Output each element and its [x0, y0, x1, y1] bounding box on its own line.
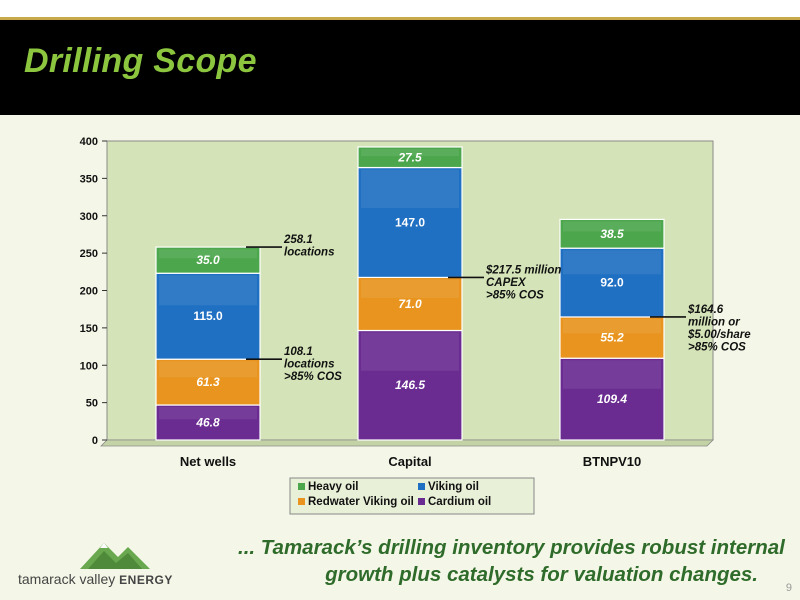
- bar-value-label: 61.3: [196, 375, 220, 389]
- legend-box: [289, 477, 535, 515]
- annotation-text: million or: [688, 316, 740, 328]
- bar-highlight: [361, 279, 459, 298]
- logo-text: tamarack valley ENERGY: [18, 571, 173, 587]
- annotation-text: $5.00/share: [687, 329, 751, 341]
- x-category-label: Net wells: [180, 454, 236, 469]
- legend-label: Redwater Viking oil: [308, 496, 414, 508]
- tagline-line-1: ... Tamarack’s drilling inventory provid…: [238, 536, 785, 559]
- bar-value-label: 115.0: [193, 309, 223, 323]
- plot-floor: [100, 439, 714, 447]
- tagline: ... Tamarack’s drilling inventory provid…: [238, 534, 785, 588]
- bar-segment: [357, 329, 463, 441]
- legend-label: Viking oil: [428, 481, 479, 493]
- bar-value-label: 146.5: [395, 378, 425, 392]
- y-tick-label: 150: [80, 323, 98, 335]
- bar-highlight: [361, 169, 459, 208]
- annotation-text: 258.1: [283, 234, 313, 246]
- tagline-line-2: growth plus catalysts for valuation chan…: [325, 563, 758, 586]
- y-tick-label: 400: [80, 136, 98, 148]
- y-tick-label: 0: [92, 435, 98, 447]
- bar-value-label: 92.0: [600, 276, 624, 290]
- bar-segment: [559, 316, 665, 359]
- header-bar: [0, 20, 800, 115]
- bar-value-label: 71.0: [398, 297, 422, 311]
- bar-segment: [559, 247, 665, 318]
- bar-value-label: 35.0: [196, 253, 220, 267]
- bar-segment: [155, 246, 261, 274]
- legend-swatch: [298, 483, 305, 490]
- bar-highlight: [159, 407, 257, 420]
- bar-segment: [357, 166, 463, 279]
- bar-highlight: [563, 221, 661, 232]
- annotation-text: 108.1: [284, 346, 313, 358]
- y-tick-label: 50: [86, 398, 98, 410]
- y-tick-label: 250: [80, 248, 98, 260]
- bar-highlight: [159, 249, 257, 259]
- bar-segment: [559, 218, 665, 249]
- bar-value-label: 27.5: [397, 150, 422, 164]
- legend-swatch: [298, 498, 305, 505]
- bar-highlight: [563, 360, 661, 389]
- y-tick-label: 200: [80, 286, 98, 298]
- bar-segment: [559, 357, 665, 441]
- annotation-text: CAPEX: [486, 277, 527, 289]
- page-number: 9: [785, 582, 792, 594]
- y-tick-label: 350: [80, 173, 98, 185]
- mountain-logo-icon: [80, 543, 150, 569]
- bar-value-label: 109.4: [597, 392, 627, 406]
- accent-line: [0, 17, 800, 20]
- annotation-text: $164.6: [687, 304, 724, 316]
- annotation-text: locations: [284, 359, 334, 371]
- bar-segment: [155, 358, 261, 406]
- annotation-text: $217.5 million: [485, 264, 561, 276]
- legend-label: Cardium oil: [428, 496, 491, 508]
- annotation-text: >85% COS: [486, 289, 544, 301]
- legend-label: Heavy oil: [308, 481, 359, 493]
- legend-swatch: [418, 498, 425, 505]
- x-category-label: Capital: [388, 454, 431, 469]
- bar-highlight: [563, 250, 661, 275]
- bar-value-label: 147.0: [395, 215, 425, 229]
- bar-value-label: 55.2: [600, 331, 624, 345]
- bar-segment: [155, 404, 261, 441]
- annotation-text: locations: [284, 247, 334, 259]
- bar-segment: [155, 272, 261, 360]
- legend-swatch: [418, 483, 425, 490]
- bar-value-label: 46.8: [195, 416, 220, 430]
- y-tick-label: 100: [80, 360, 98, 372]
- logo-text-main: tamarack valley: [18, 571, 120, 587]
- bar-highlight: [563, 318, 661, 334]
- logo-text-bold: ENERGY: [119, 573, 173, 587]
- bar-highlight: [361, 332, 459, 371]
- bar-segment: [357, 146, 463, 169]
- company-logo: tamarack valley ENERGY: [18, 537, 188, 593]
- bar-highlight: [159, 275, 257, 306]
- bar-highlight: [159, 361, 257, 378]
- bar-highlight: [361, 148, 459, 157]
- annotation-text: >85% COS: [688, 341, 746, 353]
- annotation-text: >85% COS: [284, 371, 342, 383]
- x-category-label: BTNPV10: [583, 454, 642, 469]
- bar-value-label: 38.5: [600, 227, 624, 241]
- top-strip: [0, 0, 800, 18]
- y-tick-label: 300: [80, 211, 98, 223]
- slide-title: Drilling Scope: [24, 42, 257, 80]
